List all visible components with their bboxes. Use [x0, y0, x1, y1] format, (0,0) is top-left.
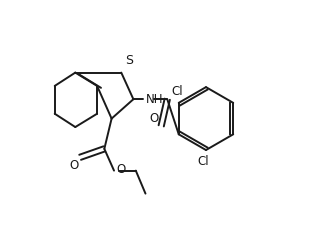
Text: S: S — [125, 53, 133, 67]
Text: O: O — [116, 163, 125, 176]
Text: Cl: Cl — [198, 155, 209, 168]
Text: O: O — [69, 159, 78, 172]
Text: NH: NH — [146, 93, 163, 106]
Text: O: O — [149, 112, 159, 125]
Text: Cl: Cl — [172, 85, 183, 98]
